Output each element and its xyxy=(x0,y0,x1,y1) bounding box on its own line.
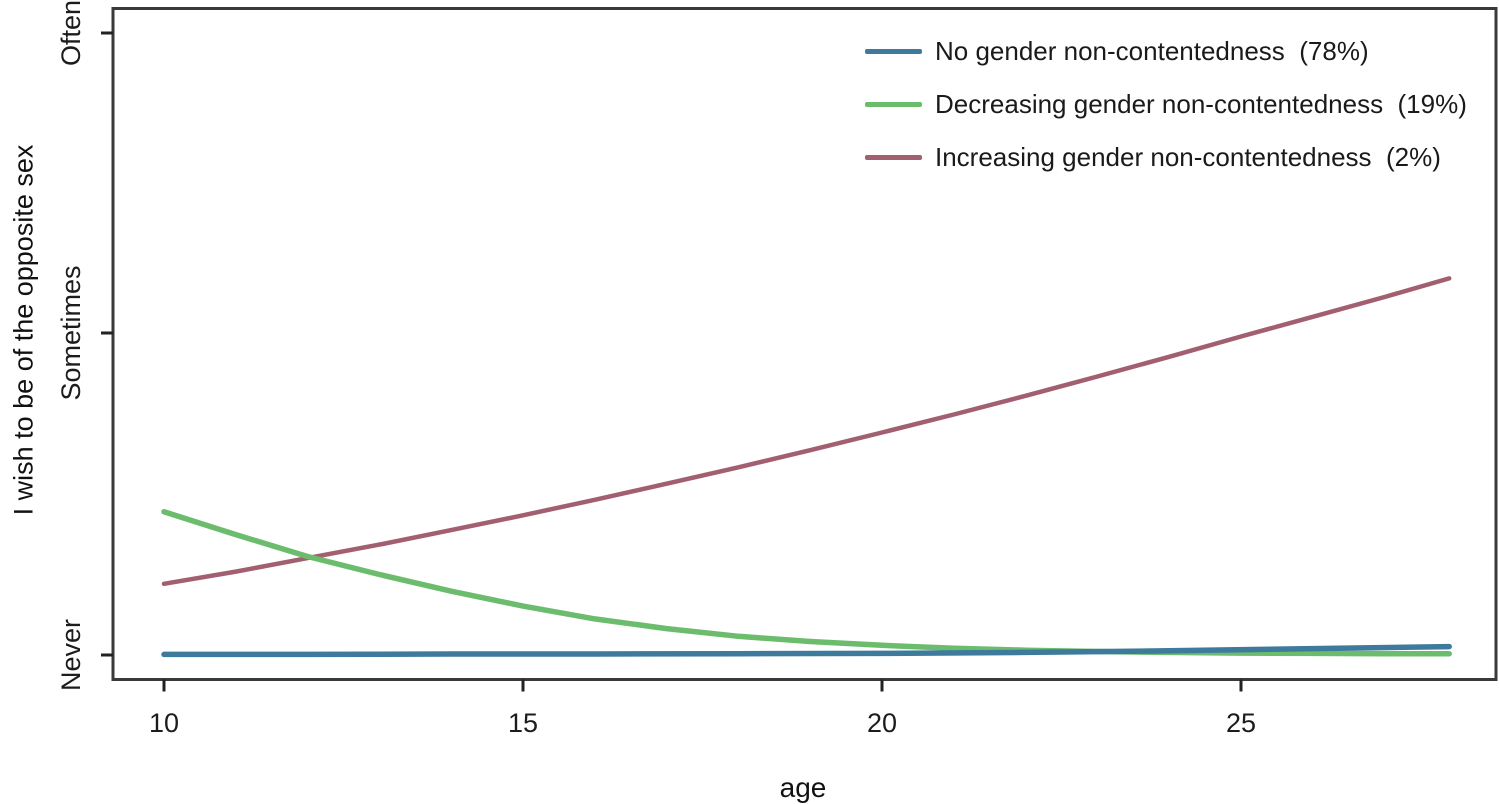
legend-item-decreasing-gender-non-contentedness-19: Decreasing gender non-contentedness (19%… xyxy=(865,86,1467,122)
legend-line-swatch xyxy=(865,48,922,54)
x-axis-tick-label: 10 xyxy=(149,708,179,738)
legend-item-increasing-gender-non-contentedness-2: Increasing gender non-contentedness (2%) xyxy=(865,139,1467,175)
x-axis-title: age xyxy=(779,772,827,803)
legend: No gender non-contentedness (78%) Decreas… xyxy=(865,33,1467,175)
x-axis-tick-label: 20 xyxy=(867,708,897,738)
plot-border xyxy=(111,7,1498,681)
series-line-increasing-gender-non-contentedness-2 xyxy=(161,276,1452,587)
y-axis-tick-label: Never xyxy=(56,619,86,691)
y-axis-tick-label: Often xyxy=(56,0,86,66)
legend-label: No gender non-contentedness (78%) xyxy=(935,35,1369,66)
legend-label: Decreasing gender non-contentedness (19%… xyxy=(935,88,1467,119)
x-axis-tick-label: 15 xyxy=(508,708,538,738)
legend-line-swatch xyxy=(865,101,922,107)
series-line-no-gender-non-contentedness-78 xyxy=(161,643,1452,658)
legend-line-swatch xyxy=(865,154,922,160)
x-axis-tick-label: 25 xyxy=(1226,708,1256,738)
legend-item-no-gender-non-contentedness-78: No gender non-contentedness (78%) xyxy=(865,33,1467,69)
y-axis-tick-label: Sometimes xyxy=(56,265,86,400)
series-line-decreasing-gender-non-contentedness-19 xyxy=(161,508,1452,657)
y-axis-title: I wish to be of the opposite sex xyxy=(8,144,39,516)
legend-label: Increasing gender non-contentedness (2%) xyxy=(935,141,1441,172)
